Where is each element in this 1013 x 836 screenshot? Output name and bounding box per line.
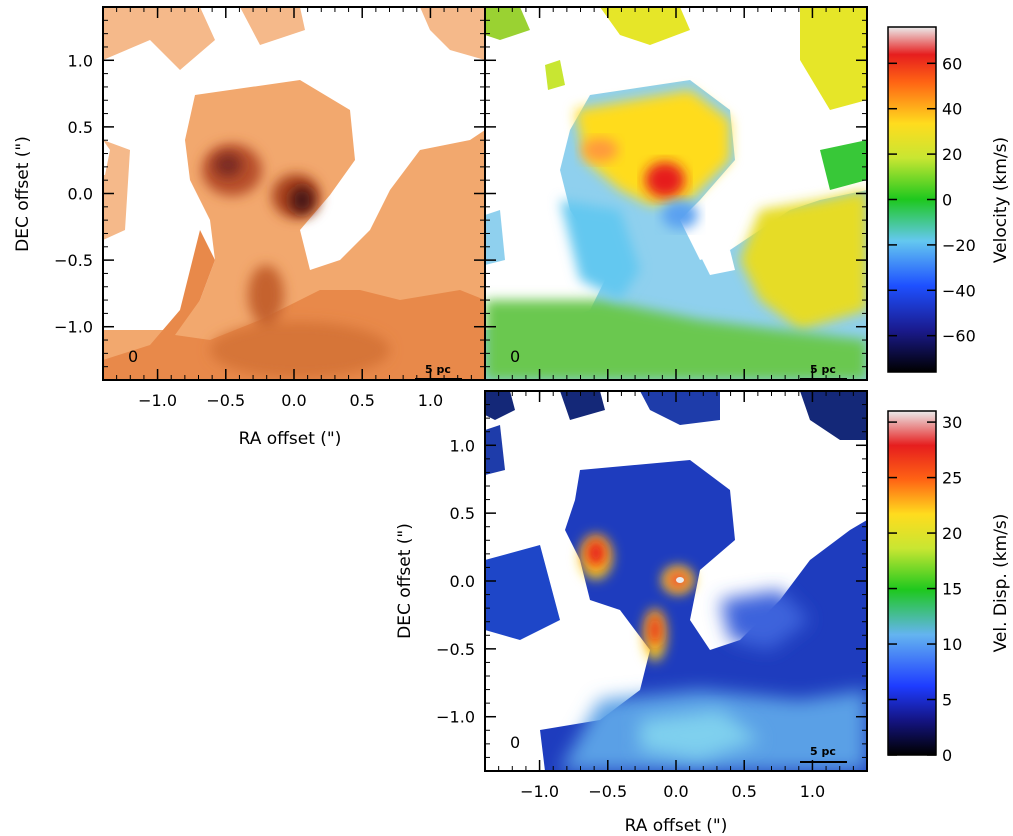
scalebar-label-2: 5 pc	[810, 363, 836, 376]
y-tick-label: 0.0	[68, 185, 93, 204]
colorbar-tick-label: 40	[942, 100, 962, 119]
beam-marker-1: 0	[128, 347, 138, 366]
colorbar-tick-label: −60	[942, 327, 976, 346]
dispersion-map: 0 5 pc	[485, 391, 867, 771]
x-tick-label: 0.5	[731, 782, 756, 801]
x-tick-label: −0.5	[588, 782, 627, 801]
velocity-colorbar: 60 40 20 0 −20 −40 −60 Velocity (km/s)	[887, 26, 1011, 373]
colorbar-tick-label: 10	[942, 635, 962, 654]
velocity-colorbar-ticks: 60 40 20 0 −20 −40 −60	[888, 54, 976, 346]
dispersion-colorbar: 30 25 20 15 10 5 0 Vel. Disp. (km/s)	[887, 410, 1011, 765]
x-tick-label: −0.5	[206, 391, 245, 410]
intensity-map: 0 5 pc	[103, 7, 485, 380]
velocity-map: 0 5 pc	[485, 7, 867, 380]
colorbar-tick-label: 15	[942, 580, 962, 599]
y-tick-label: 1.0	[450, 436, 475, 455]
intensity-y-label: DEC offset (")	[13, 136, 33, 252]
dispersion-colorbar-ticks: 30 25 20 15 10 5 0	[888, 413, 962, 765]
beam-marker-3: 0	[510, 733, 520, 752]
x-tick-label: 0.0	[663, 782, 688, 801]
intensity-panel: 0 5 pc −1.0 −0.5 0.0 0.5 1.0 1.00.50.0−0.5−1…	[13, 6, 486, 449]
x-tick-label: 1.0	[800, 782, 825, 801]
y-tick-label: 1.0	[68, 51, 93, 70]
colorbar-tick-label: −20	[942, 236, 976, 255]
y-tick-label: −1.0	[436, 708, 475, 727]
y-tick-label: −0.5	[54, 251, 93, 270]
x-tick-label: 0.0	[281, 391, 306, 410]
dispersion-y-ticks: 1.0 0.5 0.0 −0.5 −1.0	[436, 404, 867, 758]
scalebar-label-1: 5 pc	[425, 363, 451, 376]
beam-marker-2: 0	[510, 347, 520, 366]
dispersion-x-label: RA offset (")	[625, 816, 728, 836]
velocity-colorbar-label: Velocity (km/s)	[991, 137, 1011, 263]
colorbar-tick-label: 20	[942, 524, 962, 543]
colorbar-tick-label: 25	[942, 469, 962, 488]
y-tick-label: 0.5	[450, 504, 475, 523]
dispersion-colorbar-label: Vel. Disp. (km/s)	[991, 514, 1011, 653]
intensity-x-label: RA offset (")	[239, 429, 342, 449]
x-tick-label: −1.0	[138, 391, 177, 410]
y-tick-label: −0.5	[436, 640, 475, 659]
x-tick-label: 0.5	[349, 391, 374, 410]
colorbar-tick-label: 5	[942, 691, 952, 710]
y-tick-label: 0.5	[68, 118, 93, 137]
colorbar-tick-label: 30	[942, 413, 962, 432]
colorbar-tick-label: −40	[942, 281, 976, 300]
colorbar-tick-label: 0	[942, 191, 952, 210]
dispersion-panel: 0 5 pc −1.0 −0.5 0.0 0.5 1.0 1.00.50.0−0.5−1…	[395, 390, 868, 836]
x-tick-label: 1.0	[418, 391, 443, 410]
dispersion-colorbar-gradient	[887, 410, 937, 756]
scalebar-label-3: 5 pc	[810, 745, 836, 758]
colorbar-tick-label: 20	[942, 145, 962, 164]
dispersion-x-ticks: −1.0 −0.5 0.0 0.5 1.0	[498, 391, 854, 801]
y-tick-label: −1.0	[54, 318, 93, 337]
velocity-panel: 0 5 pc	[484, 6, 868, 381]
intensity-x-ticks: −1.0 −0.5 0.0 0.5 1.0	[116, 7, 472, 410]
colorbar-tick-label: 0	[942, 746, 952, 765]
y-tick-label: 0.0	[450, 572, 475, 591]
velocity-axis-ticks	[485, 7, 867, 380]
dispersion-y-label: DEC offset (")	[395, 523, 415, 639]
colorbar-tick-label: 60	[942, 54, 962, 73]
x-tick-label: −1.0	[520, 782, 559, 801]
